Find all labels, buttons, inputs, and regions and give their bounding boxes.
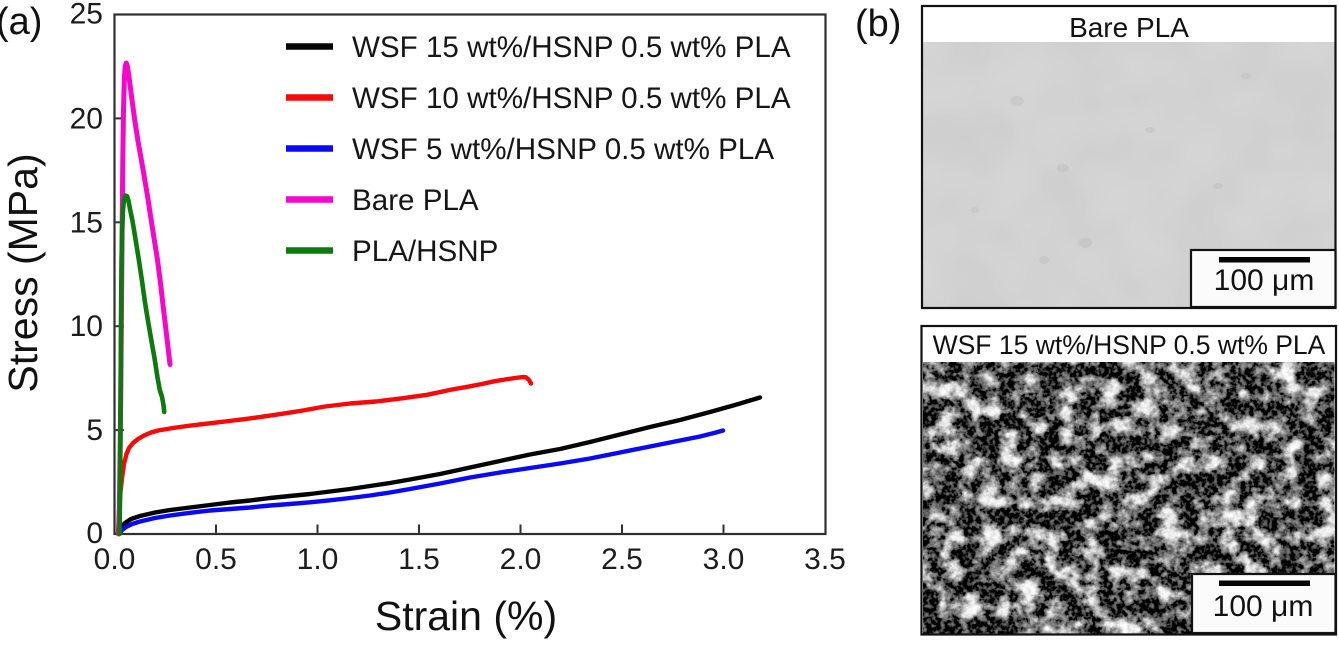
svg-text:(b): (b) bbox=[855, 3, 901, 45]
svg-text:3.5: 3.5 bbox=[804, 543, 846, 576]
svg-text:5: 5 bbox=[86, 414, 103, 447]
svg-text:20: 20 bbox=[70, 102, 103, 135]
svg-text:Stress (MPa): Stress (MPa) bbox=[0, 153, 46, 392]
svg-text:WSF 10 wt%/HSNP 0.5 wt% PLA: WSF 10 wt%/HSNP 0.5 wt% PLA bbox=[352, 82, 791, 115]
svg-text:(a): (a) bbox=[0, 1, 42, 43]
svg-text:1.5: 1.5 bbox=[398, 543, 440, 576]
svg-text:WSF 15 wt%/HSNP 0.5 wt% PLA: WSF 15 wt%/HSNP 0.5 wt% PLA bbox=[933, 330, 1326, 360]
svg-text:0: 0 bbox=[86, 517, 103, 550]
svg-text:PLA/HSNP: PLA/HSNP bbox=[352, 235, 498, 268]
svg-text:100 μm: 100 μm bbox=[1213, 590, 1314, 623]
svg-text:WSF 5 wt%/HSNP 0.5 wt% PLA: WSF 5 wt%/HSNP 0.5 wt% PLA bbox=[352, 133, 774, 166]
svg-text:25: 25 bbox=[70, 0, 103, 31]
svg-text:1.0: 1.0 bbox=[297, 543, 339, 576]
svg-text:WSF 15 wt%/HSNP 0.5 wt% PLA: WSF 15 wt%/HSNP 0.5 wt% PLA bbox=[352, 31, 791, 64]
svg-text:3.0: 3.0 bbox=[703, 543, 745, 576]
svg-text:100 μm: 100 μm bbox=[1214, 264, 1315, 297]
svg-text:10: 10 bbox=[70, 310, 103, 343]
svg-text:2.0: 2.0 bbox=[500, 543, 542, 576]
svg-text:Bare PLA: Bare PLA bbox=[1069, 12, 1189, 43]
svg-text:15: 15 bbox=[70, 206, 103, 239]
svg-text:0.5: 0.5 bbox=[195, 543, 237, 576]
svg-text:Bare PLA: Bare PLA bbox=[352, 184, 479, 217]
svg-text:Strain (%): Strain (%) bbox=[375, 593, 557, 639]
svg-text:2.5: 2.5 bbox=[601, 543, 643, 576]
svg-text:0.0: 0.0 bbox=[94, 543, 136, 576]
